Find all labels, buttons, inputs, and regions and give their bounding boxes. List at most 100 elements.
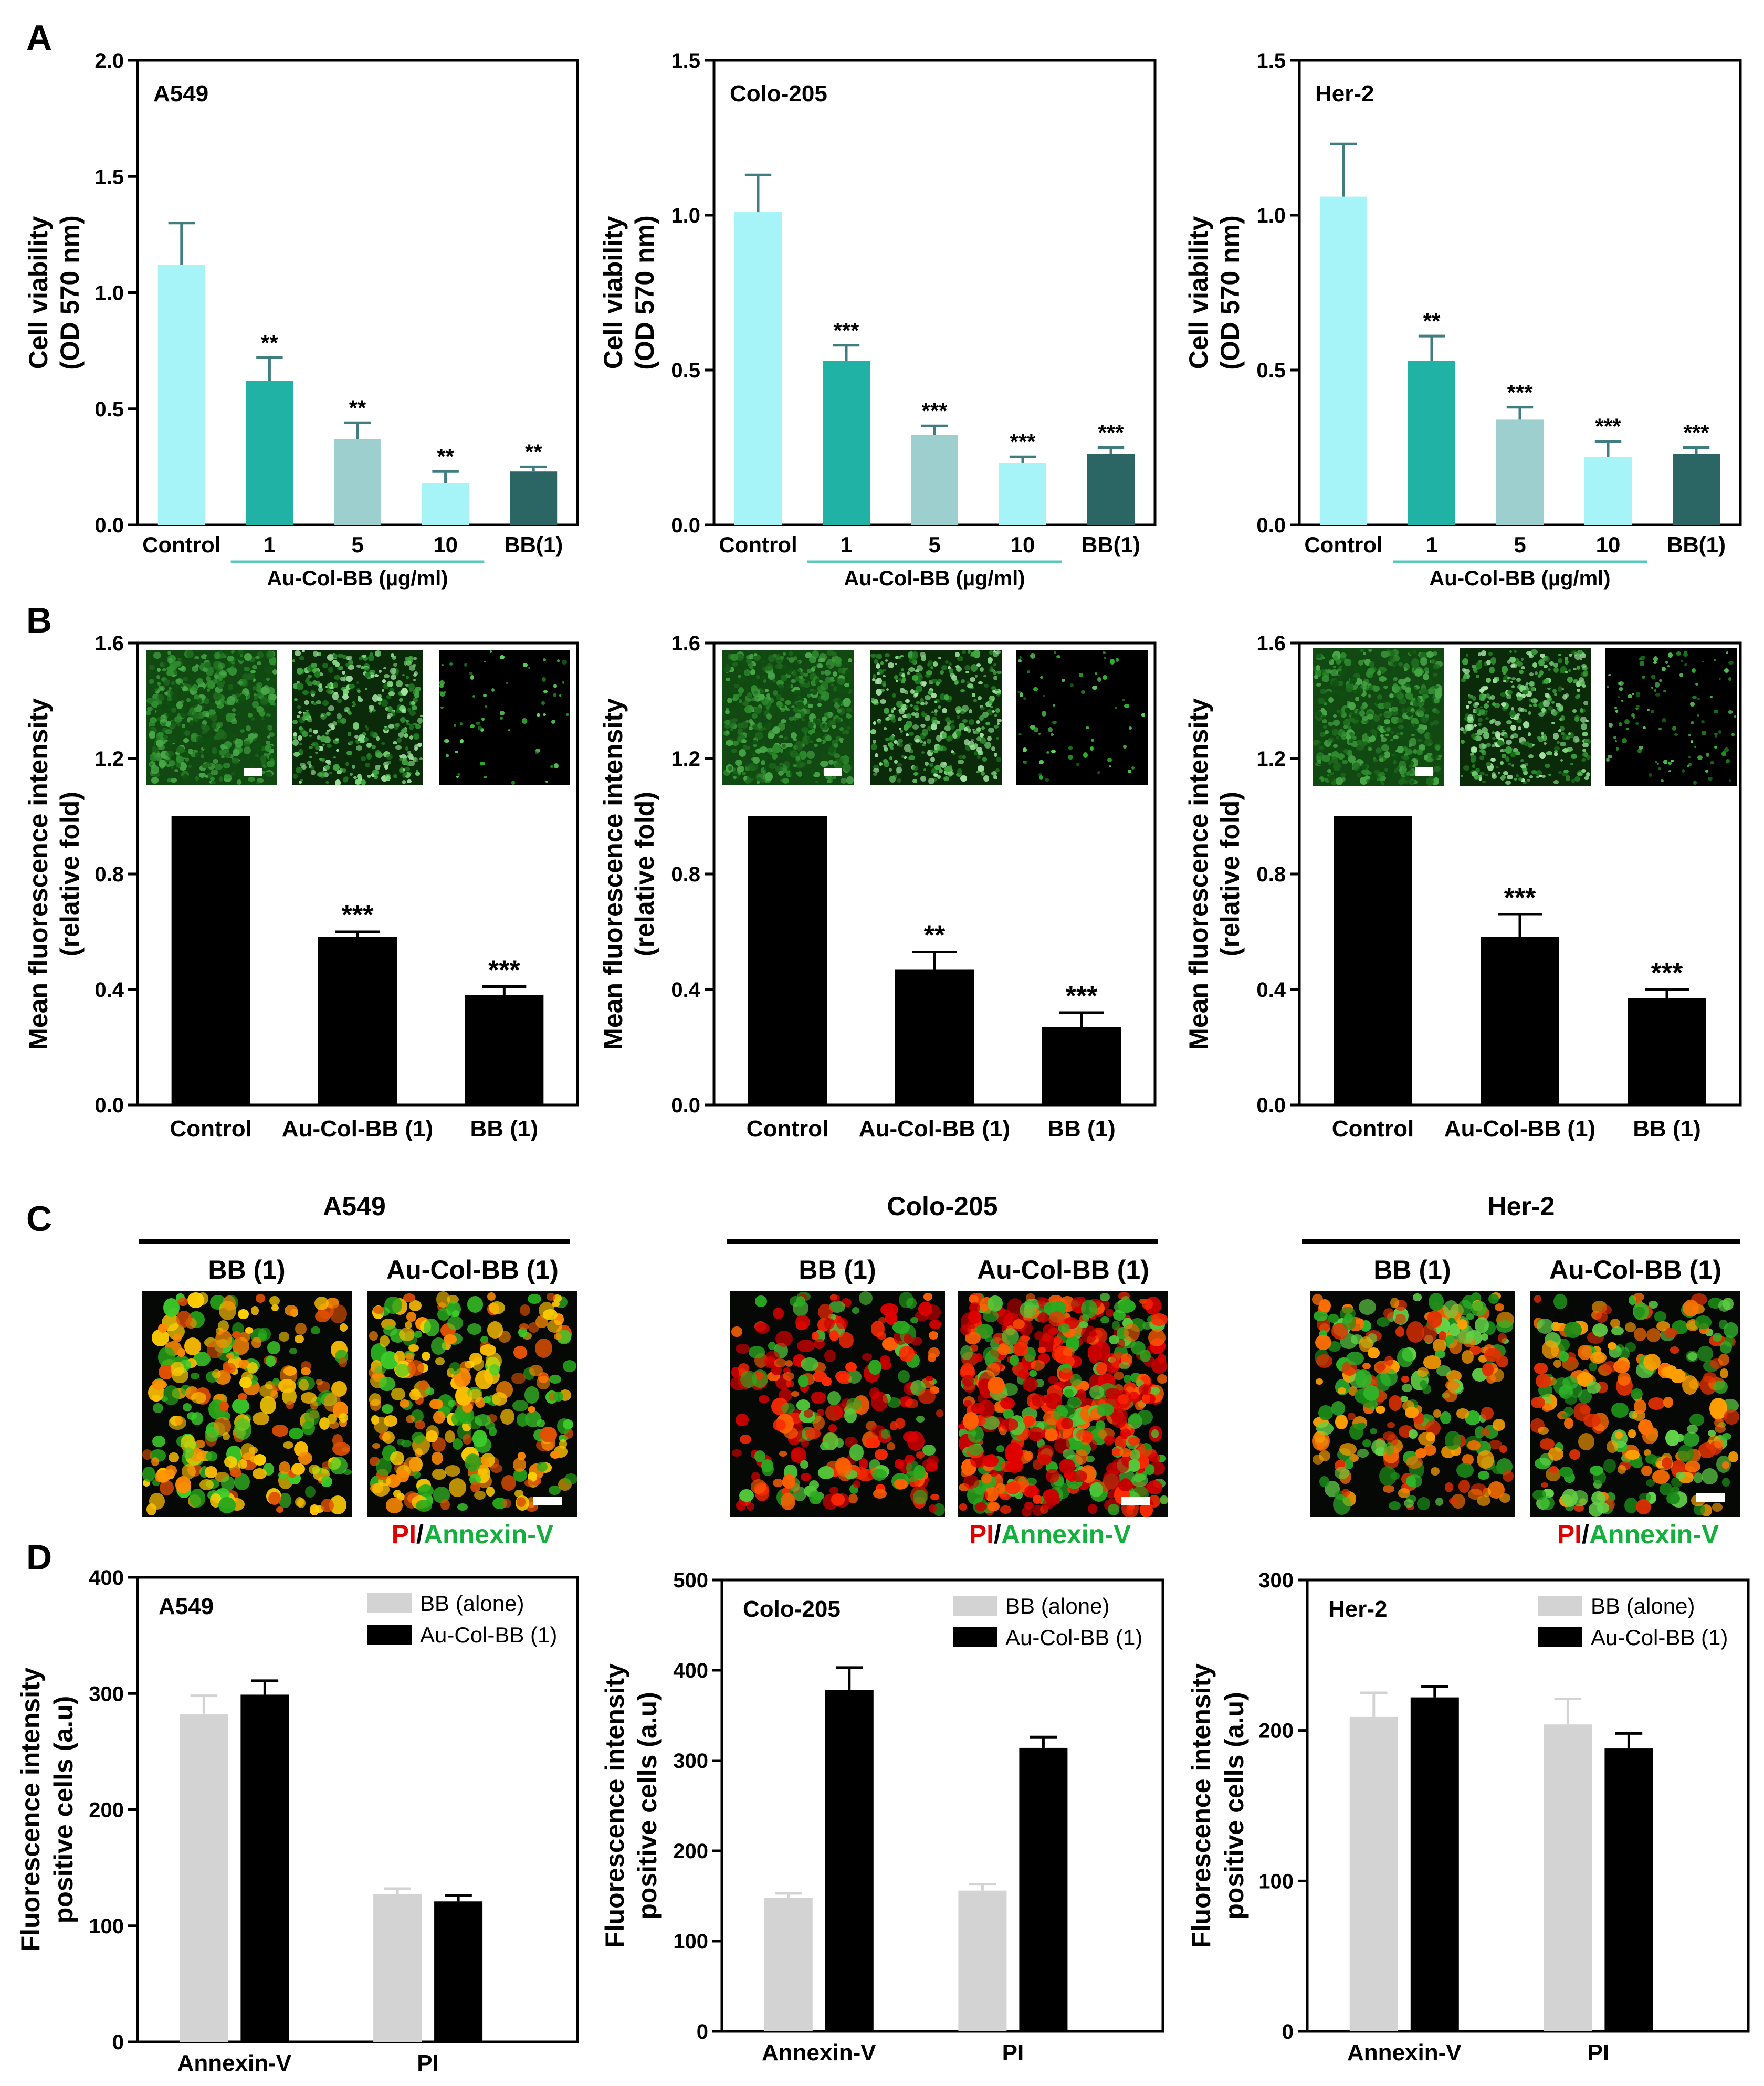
cell-spot — [293, 732, 298, 737]
cell-spot — [238, 650, 244, 655]
cell-spot — [796, 731, 805, 739]
cell-spot — [848, 1494, 858, 1504]
cell-spot — [921, 728, 929, 736]
cell-spot — [813, 1338, 825, 1350]
cell-spot — [1528, 686, 1536, 692]
cell-spot — [1524, 709, 1528, 713]
cell-spot — [1456, 1408, 1469, 1419]
cell-spot — [1475, 661, 1482, 669]
cell-spot — [234, 1418, 252, 1440]
cell-spot — [995, 689, 999, 692]
cell-spot — [291, 1462, 306, 1476]
cell-spot — [1392, 669, 1398, 676]
cell-spot — [739, 1489, 754, 1502]
cell-spot — [736, 1344, 750, 1354]
cell-spot — [751, 757, 756, 761]
cell-spot — [329, 771, 333, 774]
cell-spot — [184, 730, 190, 736]
cell-spot — [455, 750, 459, 753]
cell-spot — [1322, 715, 1326, 719]
chart-a3-bar — [1584, 457, 1632, 525]
cell-spot — [745, 765, 751, 772]
cell-spot — [1432, 663, 1440, 670]
cell-spot — [1619, 722, 1622, 726]
cell-spot — [155, 708, 163, 715]
chart-b1-x-tick-label: Au-Col-BB (1) — [282, 1116, 433, 1142]
cell-spot — [753, 744, 757, 747]
cell-spot — [898, 678, 902, 682]
cell-spot — [415, 769, 419, 772]
cell-spot — [247, 673, 255, 680]
cell-spot — [201, 747, 205, 751]
cell-spot — [299, 780, 302, 784]
chart-d3-plot-frame — [1306, 1578, 1750, 2033]
cell-spot — [1697, 698, 1700, 701]
cell-spot — [728, 766, 732, 771]
cell-spot — [803, 672, 809, 677]
cell-spot — [788, 756, 791, 760]
cell-spot — [1611, 1402, 1629, 1418]
cell-spot — [1360, 705, 1366, 711]
chart-b2-x-tick-label: BB (1) — [1047, 1116, 1116, 1142]
cell-spot — [333, 764, 340, 771]
cell-spot — [743, 775, 749, 782]
cell-spot — [1389, 1395, 1402, 1411]
cell-spot — [1589, 1351, 1606, 1364]
chart-a2-significance: *** — [1010, 429, 1036, 454]
cell-spot — [1068, 755, 1073, 760]
cell-spot — [779, 697, 785, 701]
cell-spot — [1118, 1394, 1129, 1404]
cell-spot — [383, 683, 389, 690]
cell-spot — [348, 684, 355, 689]
cell-spot — [1492, 736, 1496, 740]
cell-spot — [818, 740, 824, 744]
cell-spot — [983, 1346, 999, 1363]
cell-spot — [301, 1367, 311, 1376]
cell-spot — [1370, 773, 1378, 782]
cell-spot — [1582, 732, 1589, 737]
cell-spot — [1624, 719, 1630, 724]
cell-spot — [407, 707, 411, 712]
cell-spot — [921, 751, 925, 754]
cell-spot — [377, 694, 382, 699]
cell-spot — [764, 721, 773, 731]
cell-spot — [267, 735, 271, 739]
chart-a2-x-tick-label: 1 — [840, 532, 852, 557]
cell-spot — [1484, 703, 1489, 709]
cell-spot — [1089, 1331, 1097, 1337]
cell-spot — [147, 692, 151, 697]
cell-spot — [898, 742, 903, 747]
cell-spot — [1388, 713, 1392, 718]
cell-spot — [184, 757, 190, 762]
cell-spot — [201, 754, 205, 758]
cell-spot — [561, 659, 567, 665]
cell-spot — [958, 755, 963, 760]
cell-spot — [400, 698, 404, 701]
cell-spot — [379, 764, 382, 767]
cell-spot — [779, 735, 783, 739]
cell-spot — [551, 719, 556, 724]
cell-spot — [342, 694, 349, 700]
cell-spot — [1402, 1384, 1413, 1392]
cell-spot — [785, 1360, 793, 1367]
cell-spot — [278, 1379, 296, 1394]
cell-spot — [1046, 751, 1049, 754]
cell-spot — [773, 1307, 784, 1319]
cell-spot — [206, 676, 211, 682]
cell-spot — [1090, 746, 1094, 751]
cell-spot — [788, 657, 795, 663]
cell-spot — [1581, 752, 1588, 757]
cell-spot — [749, 719, 753, 724]
cell-spot — [301, 650, 305, 653]
cell-spot — [1581, 769, 1586, 773]
cell-spot — [360, 756, 366, 761]
cell-spot — [188, 720, 194, 726]
cell-spot — [338, 1357, 348, 1367]
cell-spot — [1714, 734, 1717, 738]
cell-spot — [995, 1483, 1005, 1494]
cell-spot — [219, 749, 227, 756]
cell-spot — [847, 658, 852, 663]
cell-spot — [1667, 652, 1673, 658]
cell-spot — [803, 765, 807, 768]
cell-spot — [386, 681, 394, 687]
